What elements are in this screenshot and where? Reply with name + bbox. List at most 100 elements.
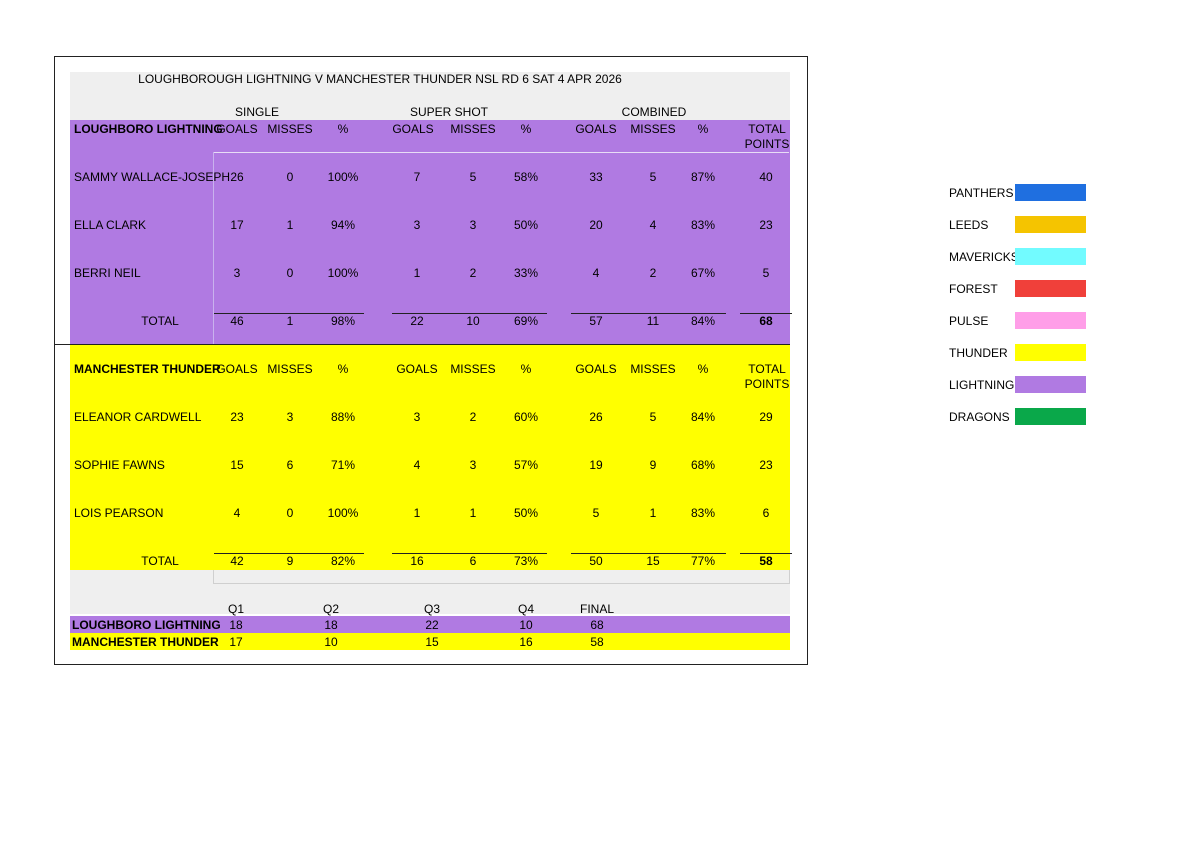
quarter-row-lightning: [70, 616, 790, 633]
stat-cell: 2: [469, 410, 477, 424]
legend-swatch: [1015, 248, 1086, 265]
legend-swatch: [1015, 312, 1086, 329]
stat-cell: 26: [230, 170, 244, 184]
stat-cell: 4: [233, 506, 241, 520]
points-cell: 5: [762, 266, 770, 280]
stat-cell: 1: [413, 266, 421, 280]
stat-cell: 83%: [690, 218, 716, 232]
stat-cell: 5: [649, 410, 657, 424]
quarter-cell: 17: [229, 635, 243, 649]
stat-cell: 3: [286, 410, 294, 424]
quarter-header: Q1: [227, 602, 244, 616]
total-cell: 84%: [690, 314, 716, 328]
stat-cell: 7: [413, 170, 421, 184]
thunder-band: [70, 344, 790, 570]
quarter-cell: 18: [229, 618, 243, 632]
legend-swatch: [1015, 376, 1086, 393]
total-underline: [392, 313, 547, 314]
legend-swatch: [1015, 184, 1086, 201]
stat-cell: 6: [286, 458, 294, 472]
stat-cell: 100%: [327, 170, 359, 184]
stat-cell: 3: [413, 410, 421, 424]
col-header: GOALS: [575, 362, 617, 376]
col-header: GOALS: [575, 122, 617, 136]
stat-cell: 5: [649, 170, 657, 184]
stat-cell: 0: [286, 170, 294, 184]
total-label: TOTAL: [141, 314, 179, 328]
legend-swatch: [1015, 280, 1086, 297]
scoresheet-frame: [54, 56, 808, 665]
col-header: %: [697, 122, 709, 136]
stat-cell: 1: [469, 506, 477, 520]
quarter-team-name: MANCHESTER THUNDER: [72, 635, 219, 649]
header-band: [70, 72, 790, 120]
total-cell: 1: [286, 314, 294, 328]
group-label-super-shot: SUPER SHOT: [409, 105, 488, 119]
col-header: MISSES: [630, 362, 676, 376]
stat-cell: 67%: [690, 266, 716, 280]
stat-cell: 50%: [513, 218, 539, 232]
stat-cell: 19: [589, 458, 603, 472]
total-cell: 50: [589, 554, 603, 568]
total-cell: 77%: [690, 554, 716, 568]
stat-cell: 50%: [513, 506, 539, 520]
legend-swatch: [1015, 216, 1086, 233]
total-underline: [740, 313, 792, 314]
total-cell: 46: [230, 314, 244, 328]
total-cell: 15: [646, 554, 660, 568]
stat-cell: 17: [230, 218, 244, 232]
total-cell: 6: [469, 554, 477, 568]
stat-cell: 1: [649, 506, 657, 520]
stat-cell: 2: [469, 266, 477, 280]
footer-box: [213, 570, 790, 584]
total-underline: [740, 553, 792, 554]
stat-cell: 68%: [690, 458, 716, 472]
legend-label: THUNDER: [949, 346, 1008, 360]
total-underline: [214, 313, 364, 314]
stat-cell: 3: [413, 218, 421, 232]
legend-swatch: [1015, 344, 1086, 361]
col-header: GOALS: [216, 362, 258, 376]
stat-cell: 4: [592, 266, 600, 280]
points-cell: 29: [759, 410, 773, 424]
quarter-cell: 22: [425, 618, 439, 632]
quarter-header: Q2: [322, 602, 339, 616]
stat-cell: 84%: [690, 410, 716, 424]
team-name-thunder: MANCHESTER THUNDER: [74, 362, 221, 376]
quarter-cell: 58: [590, 635, 604, 649]
points-cell: 23: [759, 218, 773, 232]
stat-cell: 3: [469, 458, 477, 472]
lightning-band: [70, 120, 790, 344]
stat-cell: 94%: [330, 218, 356, 232]
stat-cell: 0: [286, 266, 294, 280]
total-cell: 10: [466, 314, 480, 328]
total-points-header: TOTAL POINTS: [744, 122, 790, 151]
stat-cell: 4: [413, 458, 421, 472]
points-cell: 40: [759, 170, 773, 184]
legend-label: LEEDS: [949, 218, 989, 232]
col-header: GOALS: [216, 122, 258, 136]
col-header: MISSES: [630, 122, 676, 136]
total-cell: 16: [410, 554, 424, 568]
quarter-cell: 18: [324, 618, 338, 632]
total-underline: [214, 553, 364, 554]
stat-cell: 71%: [330, 458, 356, 472]
col-header: %: [337, 122, 349, 136]
total-cell: 22: [410, 314, 424, 328]
stat-cell: 33: [589, 170, 603, 184]
total-cell: 73%: [513, 554, 539, 568]
col-header: MISSES: [267, 122, 313, 136]
total-cell: 42: [230, 554, 244, 568]
stat-cell: 60%: [513, 410, 539, 424]
group-label-combined: COMBINED: [621, 105, 687, 119]
total-cell: 11: [646, 314, 660, 328]
group-label-single: SINGLE: [234, 105, 279, 119]
stat-cell: 2: [649, 266, 657, 280]
points-cell: 6: [762, 506, 770, 520]
col-header: GOALS: [396, 362, 438, 376]
col-header: MISSES: [450, 122, 496, 136]
quarter-cell: 10: [519, 618, 533, 632]
stat-cell: 88%: [330, 410, 356, 424]
stat-cell: 1: [413, 506, 421, 520]
lightning-left-rule: [213, 152, 214, 344]
